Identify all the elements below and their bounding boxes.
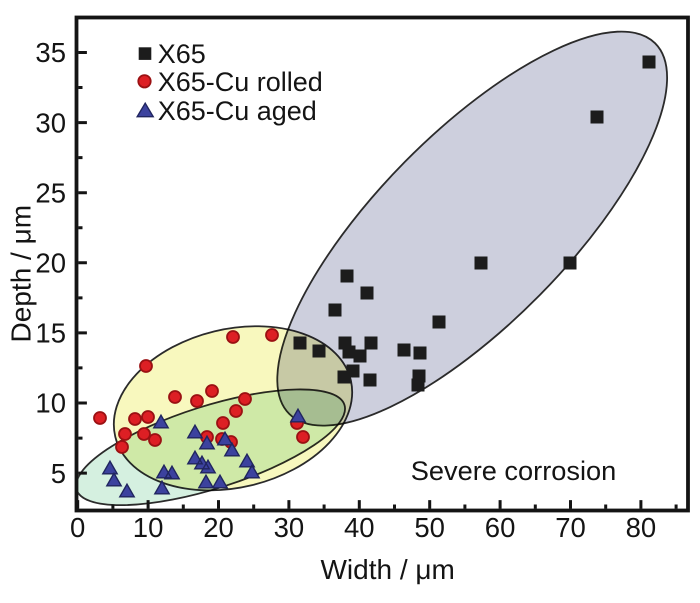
svg-text:10: 10	[133, 512, 164, 543]
svg-text:20: 20	[203, 512, 234, 543]
svg-text:0: 0	[70, 512, 85, 543]
svg-text:80: 80	[626, 512, 657, 543]
svg-text:X65-Cu rolled: X65-Cu rolled	[158, 67, 323, 97]
svg-text:20: 20	[35, 248, 66, 279]
svg-text:70: 70	[555, 512, 586, 543]
svg-text:Width / μm: Width / μm	[321, 554, 455, 585]
svg-text:X65: X65	[158, 39, 206, 69]
svg-text:Severe corrosion: Severe corrosion	[411, 455, 617, 486]
svg-text:X65-Cu aged: X65-Cu aged	[158, 96, 317, 126]
svg-text:40: 40	[344, 512, 375, 543]
svg-text:60: 60	[485, 512, 516, 543]
svg-text:15: 15	[35, 318, 66, 349]
svg-text:5: 5	[51, 458, 66, 489]
svg-text:25: 25	[35, 177, 66, 208]
svg-text:50: 50	[414, 512, 445, 543]
svg-text:30: 30	[35, 107, 66, 138]
svg-text:35: 35	[35, 37, 66, 68]
svg-text:Depth / μm: Depth / μm	[6, 205, 37, 343]
svg-text:10: 10	[35, 388, 66, 419]
svg-text:30: 30	[274, 512, 305, 543]
